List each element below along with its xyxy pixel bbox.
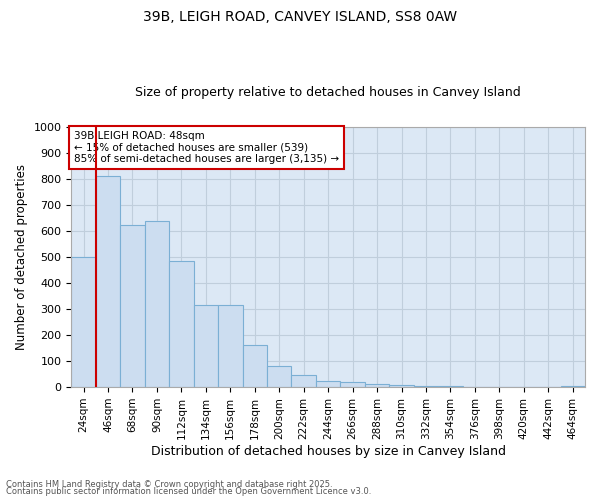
Bar [242,346,267,387]
Bar [292,376,316,387]
Bar [194,305,218,387]
Bar [389,386,414,387]
Title: Size of property relative to detached houses in Canvey Island: Size of property relative to detached ho… [135,86,521,100]
Text: Contains public sector information licensed under the Open Government Licence v3: Contains public sector information licen… [6,487,371,496]
Bar [340,382,365,387]
Bar [560,386,585,387]
Text: 39B, LEIGH ROAD, CANVEY ISLAND, SS8 0AW: 39B, LEIGH ROAD, CANVEY ISLAND, SS8 0AW [143,10,457,24]
X-axis label: Distribution of detached houses by size in Canvey Island: Distribution of detached houses by size … [151,444,506,458]
Bar [316,382,340,387]
Bar [218,305,242,387]
Bar [365,384,389,387]
Bar [71,257,96,387]
Bar [145,220,169,387]
Bar [463,386,487,387]
Text: Contains HM Land Registry data © Crown copyright and database right 2025.: Contains HM Land Registry data © Crown c… [6,480,332,489]
Bar [96,176,120,387]
Text: 39B LEIGH ROAD: 48sqm
← 15% of detached houses are smaller (539)
85% of semi-det: 39B LEIGH ROAD: 48sqm ← 15% of detached … [74,131,339,164]
Bar [169,261,194,387]
Bar [120,224,145,387]
Bar [414,386,438,387]
Y-axis label: Number of detached properties: Number of detached properties [15,164,28,350]
Bar [438,386,463,387]
Bar [267,366,292,387]
